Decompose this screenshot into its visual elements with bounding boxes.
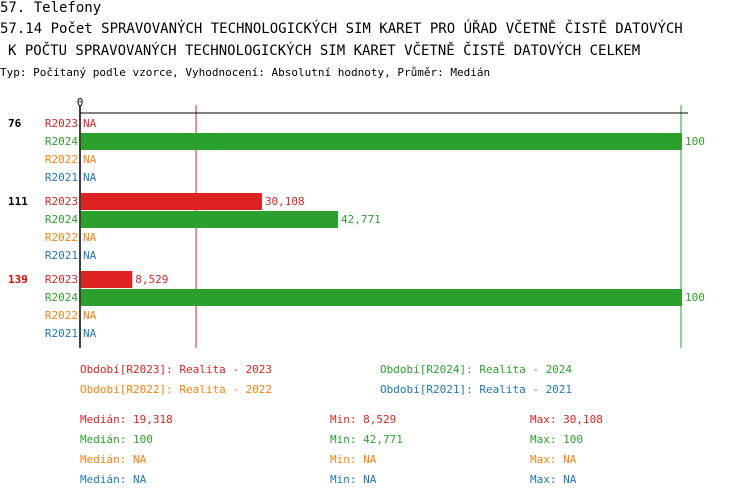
chart-title-line2: K POČTU SPRAVOVANÝCH TECHNOLOGICKÝCH SIM… [8,43,641,59]
stat-min: Min: 42,771 [330,433,403,446]
category-label: 139 [8,273,28,286]
series-label: R2022 [45,309,78,322]
stat-max: Max: NA [530,473,577,486]
chart-title-line1: 57.14 Počet SPRAVOVANÝCH TECHNOLOGICKÝCH… [0,21,683,37]
series-label: R2021 [45,249,78,262]
bar [81,271,133,288]
stat-median: Medián: NA [80,453,147,466]
data-label: 100 [685,135,705,148]
stat-median: Medián: NA [80,473,147,486]
stat-min: Min: 8,529 [330,413,396,426]
data-label: NA [83,117,97,130]
category-label: 111 [8,195,28,208]
data-label: 30,108 [265,195,305,208]
data-label: 100 [685,291,705,304]
series-label: R2023 [45,273,78,286]
series-label: R2023 [45,195,78,208]
series-label: R2024 [45,291,78,304]
bar [81,133,682,150]
stat-max: Max: NA [530,453,577,466]
data-label: NA [83,231,97,244]
stat-max: Max: 100 [530,433,583,446]
data-label: 8,529 [135,273,168,286]
series-label: R2023 [45,117,78,130]
data-label: NA [83,171,97,184]
series-label: R2022 [45,153,78,166]
data-label: NA [83,249,97,262]
legend-entry: Období[R2021]: Realita - 2021 [380,383,572,396]
series-label: R2024 [45,213,78,226]
stat-max: Max: 30,108 [530,413,603,426]
series-label: R2021 [45,171,78,184]
data-label: NA [83,309,97,322]
bar [81,289,682,306]
series-label: R2022 [45,231,78,244]
bar [81,211,339,228]
chart-subtitle: Typ: Počítaný podle vzorce, Vyhodnocení:… [0,66,491,79]
data-label: NA [83,327,97,340]
stat-median: Medián: 19,318 [80,413,173,426]
stat-median: Medián: 100 [80,433,153,446]
x-tick-label: 0 [77,96,84,109]
legend-entry: Období[R2023]: Realita - 2023 [80,363,272,376]
series-label: R2024 [45,135,78,148]
data-label: NA [83,153,97,166]
data-label: 42,771 [341,213,381,226]
legend-entry: Období[R2024]: Realita - 2024 [380,363,572,376]
legend-entry: Období[R2022]: Realita - 2022 [80,383,272,396]
section-title: 57. Telefony [0,0,102,16]
stat-min: Min: NA [330,453,377,466]
stat-min: Min: NA [330,473,377,486]
category-label: 76 [8,117,22,130]
bar [81,193,262,210]
series-label: R2021 [45,327,78,340]
